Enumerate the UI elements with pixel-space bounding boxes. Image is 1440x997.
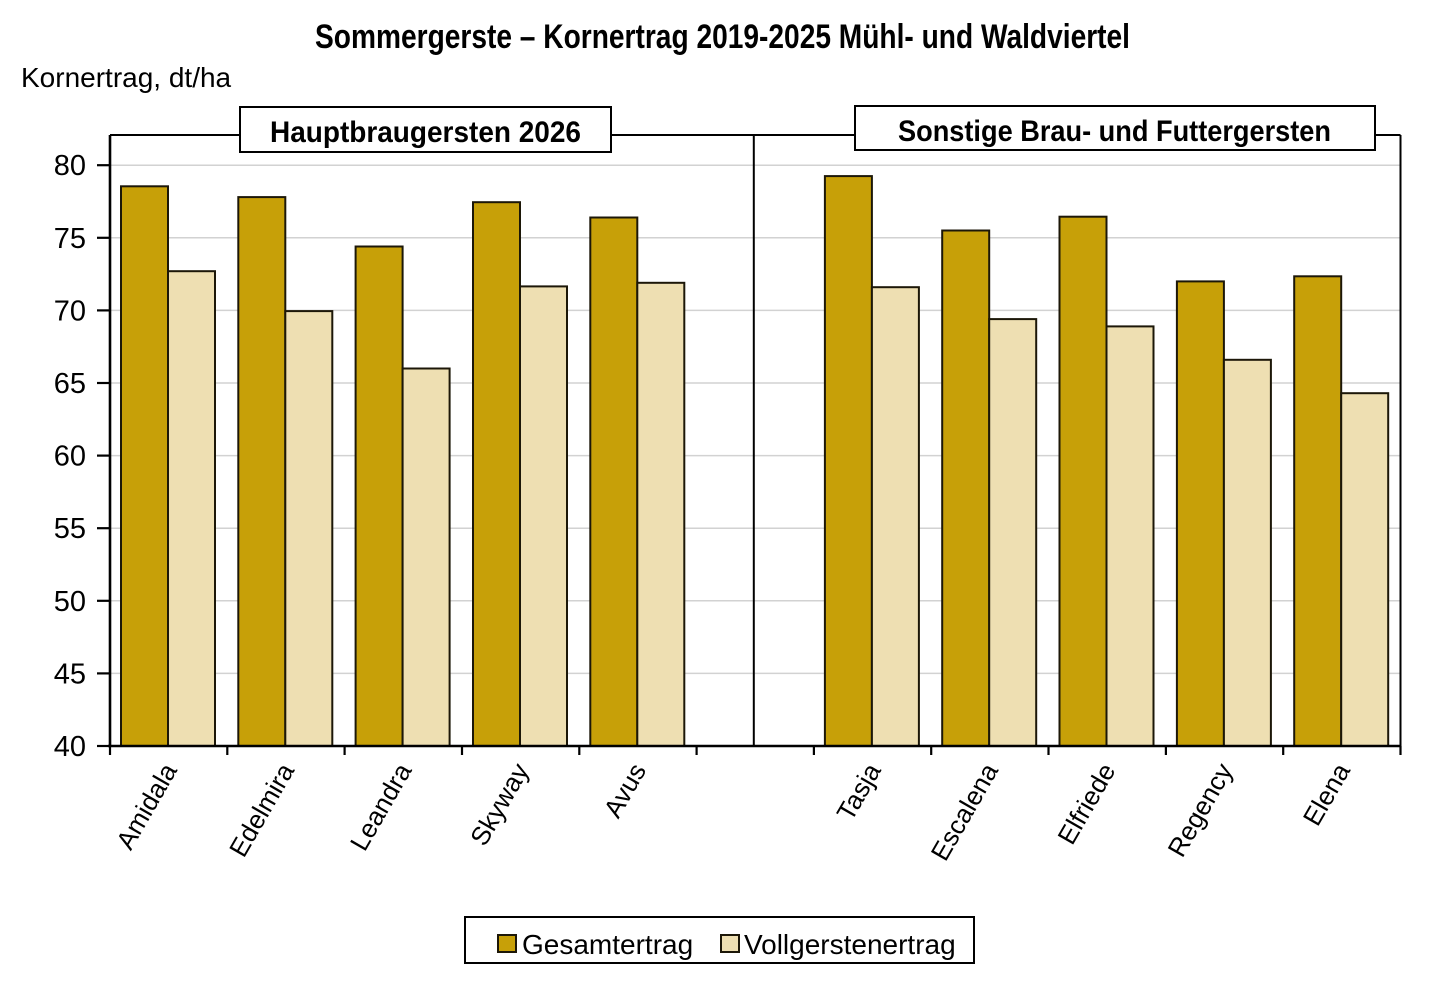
svg-text:Sommergerste – Kornertrag 2019: Sommergerste – Kornertrag 2019-2025 Mühl… [315,18,1130,56]
svg-text:75: 75 [54,223,86,255]
svg-text:55: 55 [54,513,86,545]
svg-text:40: 40 [54,731,86,763]
svg-text:Sonstige Brau- und Futtergerst: Sonstige Brau- und Futtergersten [898,115,1331,148]
svg-text:Gesamtertrag: Gesamtertrag [522,929,693,960]
svg-text:80: 80 [54,150,86,182]
svg-text:65: 65 [54,368,86,400]
svg-text:Hauptbraugersten 2026: Hauptbraugersten 2026 [270,116,581,149]
svg-text:Kornertrag, dt/ha: Kornertrag, dt/ha [21,62,232,93]
svg-text:70: 70 [54,295,86,327]
svg-text:Vollgerstenertrag: Vollgerstenertrag [744,929,956,960]
svg-text:50: 50 [54,586,86,618]
svg-text:45: 45 [54,658,86,690]
svg-text:60: 60 [54,441,86,473]
